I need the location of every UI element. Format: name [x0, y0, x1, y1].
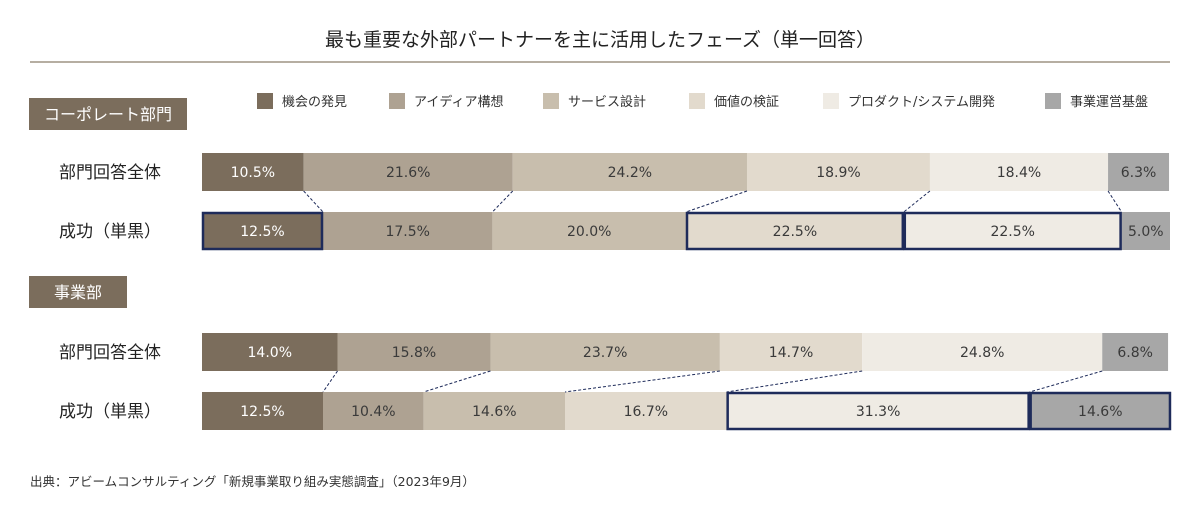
connector-line: [322, 370, 338, 393]
highlight-frame: [726, 391, 1030, 431]
bar-segment-1: [202, 392, 323, 430]
highlight-frame: [903, 211, 1122, 251]
bar-segment-5: [929, 153, 1109, 191]
bar-segment-2: [323, 392, 424, 430]
bar-segment-3: [512, 153, 747, 191]
bar-row-success: 成功（単黒） 12.5% 10.4% 14.6% 16.7% 31.3% 14.6%: [59, 391, 1172, 431]
section-label: コーポレート部門: [44, 105, 172, 124]
bar-value-label: 23.7%: [583, 345, 627, 361]
bar-segment-1: [202, 153, 304, 191]
bar-value-label: 5.0%: [1128, 224, 1164, 240]
bar-value-label: 14.6%: [1078, 404, 1122, 420]
bar-segment-4: [719, 333, 863, 371]
bar-value-label: 10.4%: [351, 404, 395, 420]
bar-segment-1: [202, 212, 323, 250]
bar-segment-2: [323, 212, 493, 250]
legend-swatch-1: [257, 93, 273, 109]
section-label-box: [29, 98, 187, 130]
section-label-box: [29, 276, 127, 308]
row-label: 成功（単黒）: [59, 402, 161, 422]
source-note: 出典：アビームコンサルティング「新規事業取り組み実態調査」（2023年9月）: [30, 474, 475, 489]
bar-segment-4: [686, 212, 904, 250]
bar-value-label: 6.3%: [1121, 165, 1157, 181]
bar-value-label: 14.7%: [769, 345, 813, 361]
highlight-frame: [201, 211, 324, 251]
bar-value-label: 24.8%: [960, 345, 1004, 361]
bar-row-success: 成功（単黒） 12.5% 17.5% 20.0% 22.5% 22.5% 5.0%: [59, 211, 1170, 251]
bar-value-label: 22.5%: [773, 224, 817, 240]
bar-value-label: 21.6%: [386, 165, 430, 181]
highlight-frame: [685, 211, 905, 251]
bar-segment-5: [726, 392, 1030, 430]
bar-segment-4: [746, 153, 930, 191]
connector-line: [423, 370, 491, 393]
row-label: 成功（単黒）: [59, 222, 161, 242]
bar-segment-3: [492, 212, 686, 250]
bar-value-label: 12.5%: [240, 404, 284, 420]
bar-segment-6: [1102, 333, 1169, 371]
legend-label-4: 価値の検証: [714, 94, 779, 110]
bar-value-label: 24.2%: [608, 165, 652, 181]
section-label: 事業部: [54, 283, 102, 302]
connector-line: [1107, 190, 1123, 213]
bar-segment-2: [303, 153, 513, 191]
legend-swatch-2: [389, 93, 405, 109]
chart-title: 最も重要な外部パートナーを主に活用したフェーズ（単一回答）: [325, 29, 875, 51]
bar-segment-6: [1108, 153, 1170, 191]
legend-label-3: サービス設計: [568, 94, 646, 110]
bar-value-label: 15.8%: [392, 345, 436, 361]
bar-value-label: 10.5%: [231, 165, 275, 181]
bar-segment-4: [565, 392, 727, 430]
row-label: 部門回答全体: [59, 163, 161, 183]
bar-value-label: 31.3%: [856, 404, 900, 420]
bar-segment-5: [903, 212, 1122, 250]
legend-label-1: 機会の発見: [282, 95, 347, 110]
connector-line: [903, 190, 931, 213]
bar-value-label: 18.4%: [997, 165, 1041, 181]
bar-value-label: 17.5%: [385, 224, 429, 240]
connector-line: [492, 190, 514, 213]
bar-segment-6: [1121, 212, 1170, 250]
legend-label-5: プロダクト/システム開発: [848, 95, 995, 110]
bar-value-label: 6.8%: [1117, 345, 1153, 361]
connector-line: [1029, 370, 1103, 393]
legend-label-6: 事業運営基盤: [1070, 94, 1148, 110]
bar-segment-6: [1029, 392, 1171, 430]
bar-value-label: 18.9%: [816, 165, 860, 181]
bar-value-label: 14.6%: [472, 404, 516, 420]
highlight-frame: [1029, 391, 1172, 431]
legend-swatch-3: [543, 93, 559, 109]
connector-line: [303, 190, 324, 213]
legend: 機会の発見 アイディア構想 サービス設計 価値の検証 プロダクト/システム開発 事業運営基…: [257, 93, 1148, 110]
bar-row-all: 部門回答全体 14.0% 15.8% 23.7% 14.7% 24.8% 6.8%: [59, 333, 1169, 371]
bar-value-label: 16.7%: [624, 404, 668, 420]
legend-label-2: アイディア構想: [414, 94, 503, 110]
legend-swatch-5: [823, 93, 839, 109]
bar-segment-5: [862, 333, 1103, 371]
bar-value-label: 22.5%: [990, 224, 1034, 240]
connector-line: [726, 370, 863, 393]
legend-swatch-6: [1045, 93, 1061, 109]
bar-segment-3: [490, 333, 720, 371]
row-label: 部門回答全体: [59, 343, 161, 363]
bar-row-all: 部門回答全体 10.5% 21.6% 24.2% 18.9% 18.4% 6.3%: [59, 153, 1170, 191]
bar-segment-1: [202, 333, 338, 371]
connector-line: [564, 370, 720, 393]
bar-value-label: 14.0%: [248, 345, 292, 361]
legend-swatch-4: [689, 93, 705, 109]
bar-segment-3: [423, 392, 565, 430]
bar-value-label: 12.5%: [240, 224, 284, 240]
bar-segment-2: [337, 333, 491, 371]
connector-line: [685, 190, 748, 213]
bar-value-label: 20.0%: [567, 224, 611, 240]
